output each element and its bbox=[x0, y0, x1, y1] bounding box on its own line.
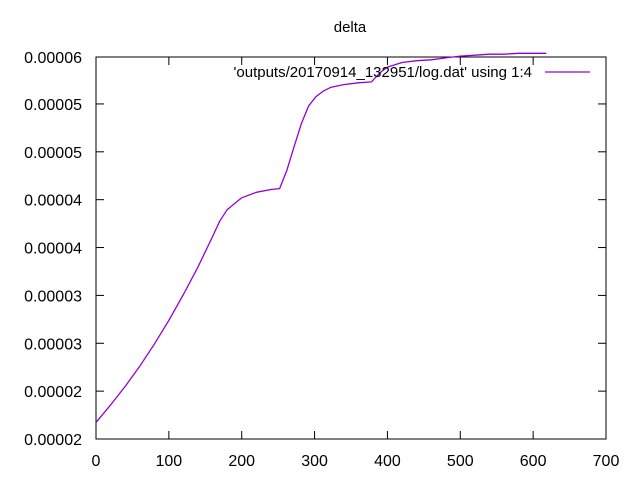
axes bbox=[95, 56, 607, 440]
y-tick-label: 0.00004 bbox=[24, 193, 82, 210]
y-tick-label: 0.00002 bbox=[24, 432, 82, 449]
y-tick-label: 0.00003 bbox=[24, 288, 82, 305]
series-line-0 bbox=[95, 52, 547, 423]
x-tick-label: 100 bbox=[156, 453, 183, 470]
x-tick-label: 200 bbox=[228, 453, 255, 470]
y-tick-label: 0.00002 bbox=[24, 384, 82, 401]
series-group bbox=[95, 52, 547, 423]
plot-border bbox=[95, 56, 607, 440]
x-axis-ticks: 0 100 200 300 400 500 600 700 bbox=[92, 57, 620, 470]
x-tick-label: 0 bbox=[92, 453, 101, 470]
x-tick-label: 300 bbox=[301, 453, 328, 470]
y-tick-label: 0.00006 bbox=[24, 50, 82, 67]
y-axis-ticks: 0.00002 0.00002 0.00003 0.00003 0.00004 0.000… bbox=[24, 50, 606, 449]
x-tick-label: 700 bbox=[593, 453, 620, 470]
chart-title: delta bbox=[334, 19, 367, 36]
y-tick-label: 0.00005 bbox=[24, 145, 82, 162]
legend-label: 'outputs/20170914_132951/log.dat' using … bbox=[234, 64, 532, 81]
x-tick-label: 600 bbox=[520, 453, 547, 470]
y-tick-label: 0.00003 bbox=[24, 336, 82, 353]
y-tick-label: 0.00004 bbox=[24, 241, 82, 258]
y-tick-label: 0.00005 bbox=[24, 97, 82, 114]
legend: 'outputs/20170914_132951/log.dat' using … bbox=[234, 64, 590, 81]
x-tick-label: 500 bbox=[447, 453, 474, 470]
x-tick-label: 400 bbox=[374, 453, 401, 470]
